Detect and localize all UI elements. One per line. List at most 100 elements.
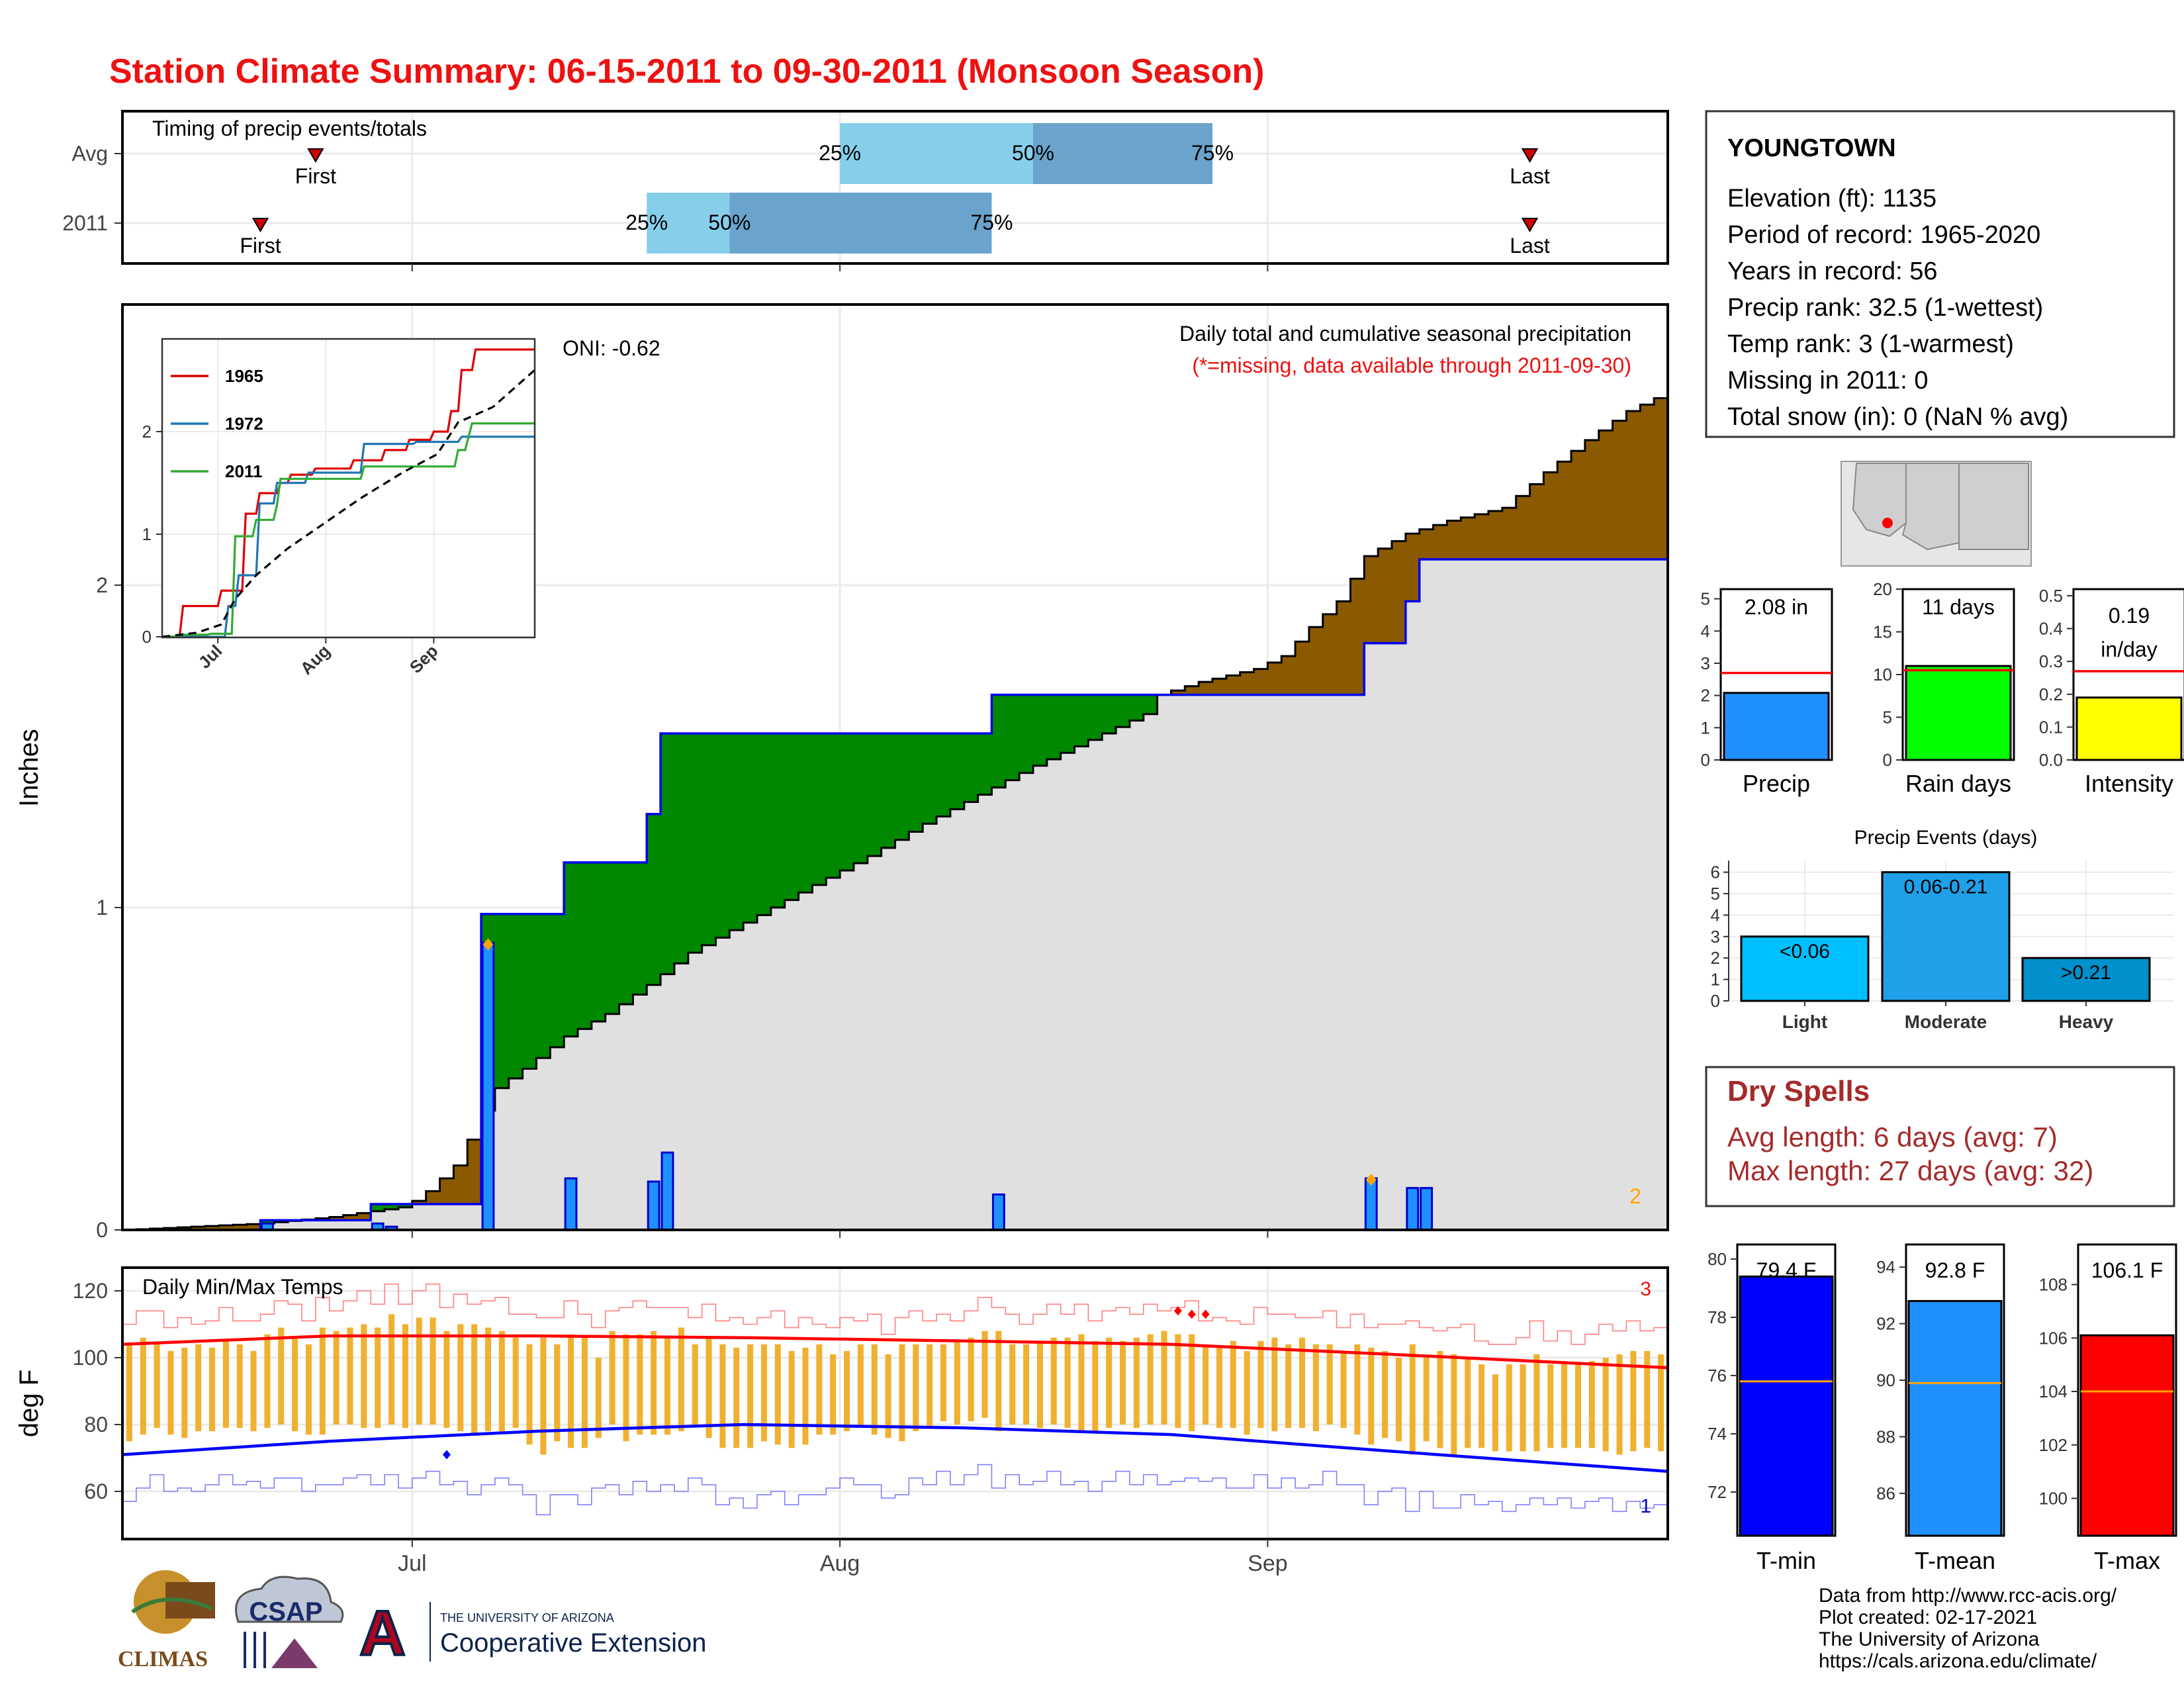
cumulative-difference-fill bbox=[784, 733, 799, 900]
cumulative-base-fill bbox=[1584, 559, 1600, 1230]
inset-ytick-label: 1 bbox=[142, 524, 152, 544]
daily-temp-range-bar bbox=[1602, 1358, 1609, 1452]
cumulative-base-fill bbox=[923, 823, 937, 1230]
last-label: Last bbox=[1510, 164, 1550, 188]
daily-precip-bar bbox=[1420, 1187, 1433, 1231]
cumulative-difference-fill bbox=[1060, 694, 1075, 753]
panel-code-label: 1 bbox=[1640, 1495, 1651, 1517]
dry-spells-max-length: Max length: 27 days (avg: 32) bbox=[1727, 1155, 2093, 1186]
quartile-bar-upper bbox=[1032, 123, 1213, 184]
footer-line: Plot created: 02-17-2021 bbox=[1819, 1607, 2037, 1628]
mini-bar-value bbox=[1723, 692, 1830, 761]
precip-event-bar-label: >0.21 bbox=[2061, 962, 2111, 984]
temp-bar-tick-label: 90 bbox=[1876, 1370, 1895, 1390]
cumulative-difference-fill bbox=[357, 1213, 371, 1221]
mini-bar-value-label: 11 days bbox=[1922, 595, 1995, 619]
cumulative-difference-fill bbox=[619, 862, 633, 1005]
cumulative-difference-fill bbox=[371, 1204, 385, 1211]
average-cumulative-line bbox=[122, 391, 1669, 1231]
cumulative-base-fill bbox=[633, 994, 647, 1230]
record-high-line bbox=[122, 1284, 1668, 1345]
cumulative-base-fill bbox=[536, 1058, 551, 1230]
cumulative-base-fill bbox=[550, 1047, 565, 1230]
daily-precip-bar bbox=[660, 1151, 674, 1231]
precip-panel-annotation: Daily total and cumulative seasonal prec… bbox=[1179, 322, 1631, 346]
first-event-marker bbox=[251, 218, 269, 232]
daily-temp-range-bar bbox=[1547, 1364, 1554, 1448]
cumulative-base-fill bbox=[1461, 559, 1475, 1230]
cumulative-difference-fill bbox=[1488, 510, 1503, 560]
dry-spells-avg-length: Avg length: 6 days (avg: 7) bbox=[1727, 1121, 2058, 1152]
cumulative-base-fill bbox=[1529, 559, 1544, 1230]
temp-bar-value-label: 106.1 F bbox=[2091, 1258, 2163, 1282]
timing-panel: 25% 50% 75% First Last Avg 25% 50% 75% First Last 2… bbox=[62, 110, 1669, 271]
q25-label: 25% bbox=[819, 141, 861, 165]
temp-bar-tick-label: 94 bbox=[1876, 1257, 1895, 1277]
cumulative-difference-fill bbox=[385, 1204, 399, 1209]
cumulative-base-fill bbox=[1102, 733, 1116, 1230]
first-label: First bbox=[240, 234, 281, 258]
cumulative-base-fill bbox=[991, 787, 1006, 1230]
daily-temp-range-bar bbox=[1189, 1334, 1195, 1432]
cumulative-base-fill bbox=[1240, 694, 1255, 1230]
daily-precip-bar bbox=[647, 1180, 660, 1231]
cumulative-difference-fill bbox=[1598, 430, 1614, 560]
daily-temp-range-bar bbox=[140, 1337, 146, 1435]
cumulative-difference-fill bbox=[826, 733, 841, 878]
inset-series-line bbox=[162, 369, 535, 637]
mini-bar-tick-label: 0 bbox=[1701, 750, 1710, 770]
station-name: YOUNGTOWN bbox=[1727, 134, 1896, 162]
location-map bbox=[1841, 461, 2032, 567]
cumulative-base-fill bbox=[467, 1204, 482, 1230]
daily-temp-range-bar bbox=[637, 1334, 643, 1435]
temperature-panel: 60 80 100 120 Daily Min/Max Temps 3 1 deg F bbox=[15, 1266, 1669, 1540]
timing-panel-frame bbox=[121, 110, 1669, 265]
cumulative-base-fill bbox=[881, 847, 896, 1230]
daily-temp-range-bar bbox=[347, 1327, 353, 1425]
cumulative-difference-fill bbox=[909, 733, 923, 832]
cumulative-base-fill bbox=[398, 1207, 413, 1230]
last-label: Last bbox=[1510, 234, 1550, 258]
cumulative-difference-fill bbox=[260, 1220, 275, 1224]
cumulative-base-fill bbox=[1419, 559, 1434, 1230]
precip-ytick-label: 1 bbox=[96, 896, 108, 919]
cumulative-base-fill bbox=[1640, 559, 1655, 1230]
daily-temp-range-bar bbox=[167, 1350, 174, 1435]
cumulative-difference-fill bbox=[647, 814, 661, 985]
cumulative-difference-fill bbox=[1529, 484, 1544, 560]
cumulative-difference-fill bbox=[660, 733, 675, 974]
daily-temp-range-bar bbox=[416, 1317, 422, 1425]
cumulative-base-fill bbox=[439, 1204, 454, 1230]
panel-code-label: 2 bbox=[1629, 1184, 1641, 1208]
daily-temp-range-bar bbox=[222, 1340, 229, 1429]
daily-temp-range-bar bbox=[733, 1347, 740, 1448]
cumulative-base-fill bbox=[1212, 694, 1227, 1230]
quartile-bar-upper bbox=[729, 193, 992, 254]
cumulative-difference-fill bbox=[1240, 672, 1255, 695]
cumulative-difference-fill bbox=[246, 1224, 261, 1230]
cumulative-base-fill bbox=[757, 915, 772, 1230]
cumulative-base-fill bbox=[1612, 559, 1627, 1230]
mini-bar-value-label: 2.08 in bbox=[1745, 595, 1808, 619]
cumulative-base-fill bbox=[329, 1220, 344, 1230]
cumulative-difference-fill bbox=[508, 914, 523, 1079]
daily-temp-range-bar bbox=[1175, 1334, 1181, 1429]
cumulative-difference-fill bbox=[840, 733, 854, 870]
daily-temp-range-bar bbox=[1451, 1354, 1457, 1455]
cumulative-base-fill bbox=[1185, 694, 1199, 1230]
daily-temp-range-bar bbox=[1216, 1347, 1222, 1429]
cumulative-base-fill bbox=[1336, 694, 1351, 1230]
cumulative-difference-fill bbox=[1405, 534, 1420, 602]
cumulative-difference-fill bbox=[743, 733, 758, 923]
cumulative-base-fill bbox=[274, 1222, 289, 1230]
daily-temp-range-bar bbox=[968, 1337, 974, 1421]
daily-temp-range-bar bbox=[651, 1331, 657, 1435]
cumulative-base-fill bbox=[674, 963, 689, 1230]
daily-temp-range-bar bbox=[1437, 1350, 1443, 1448]
temp-ytick-label: 60 bbox=[84, 1479, 108, 1503]
daily-temp-range-bar bbox=[1561, 1361, 1568, 1448]
temp-bar-tick-label: 80 bbox=[1707, 1249, 1727, 1269]
precip-event-bar-label: 0.06-0.21 bbox=[1904, 876, 1988, 898]
cumulative-difference-fill bbox=[715, 733, 730, 938]
